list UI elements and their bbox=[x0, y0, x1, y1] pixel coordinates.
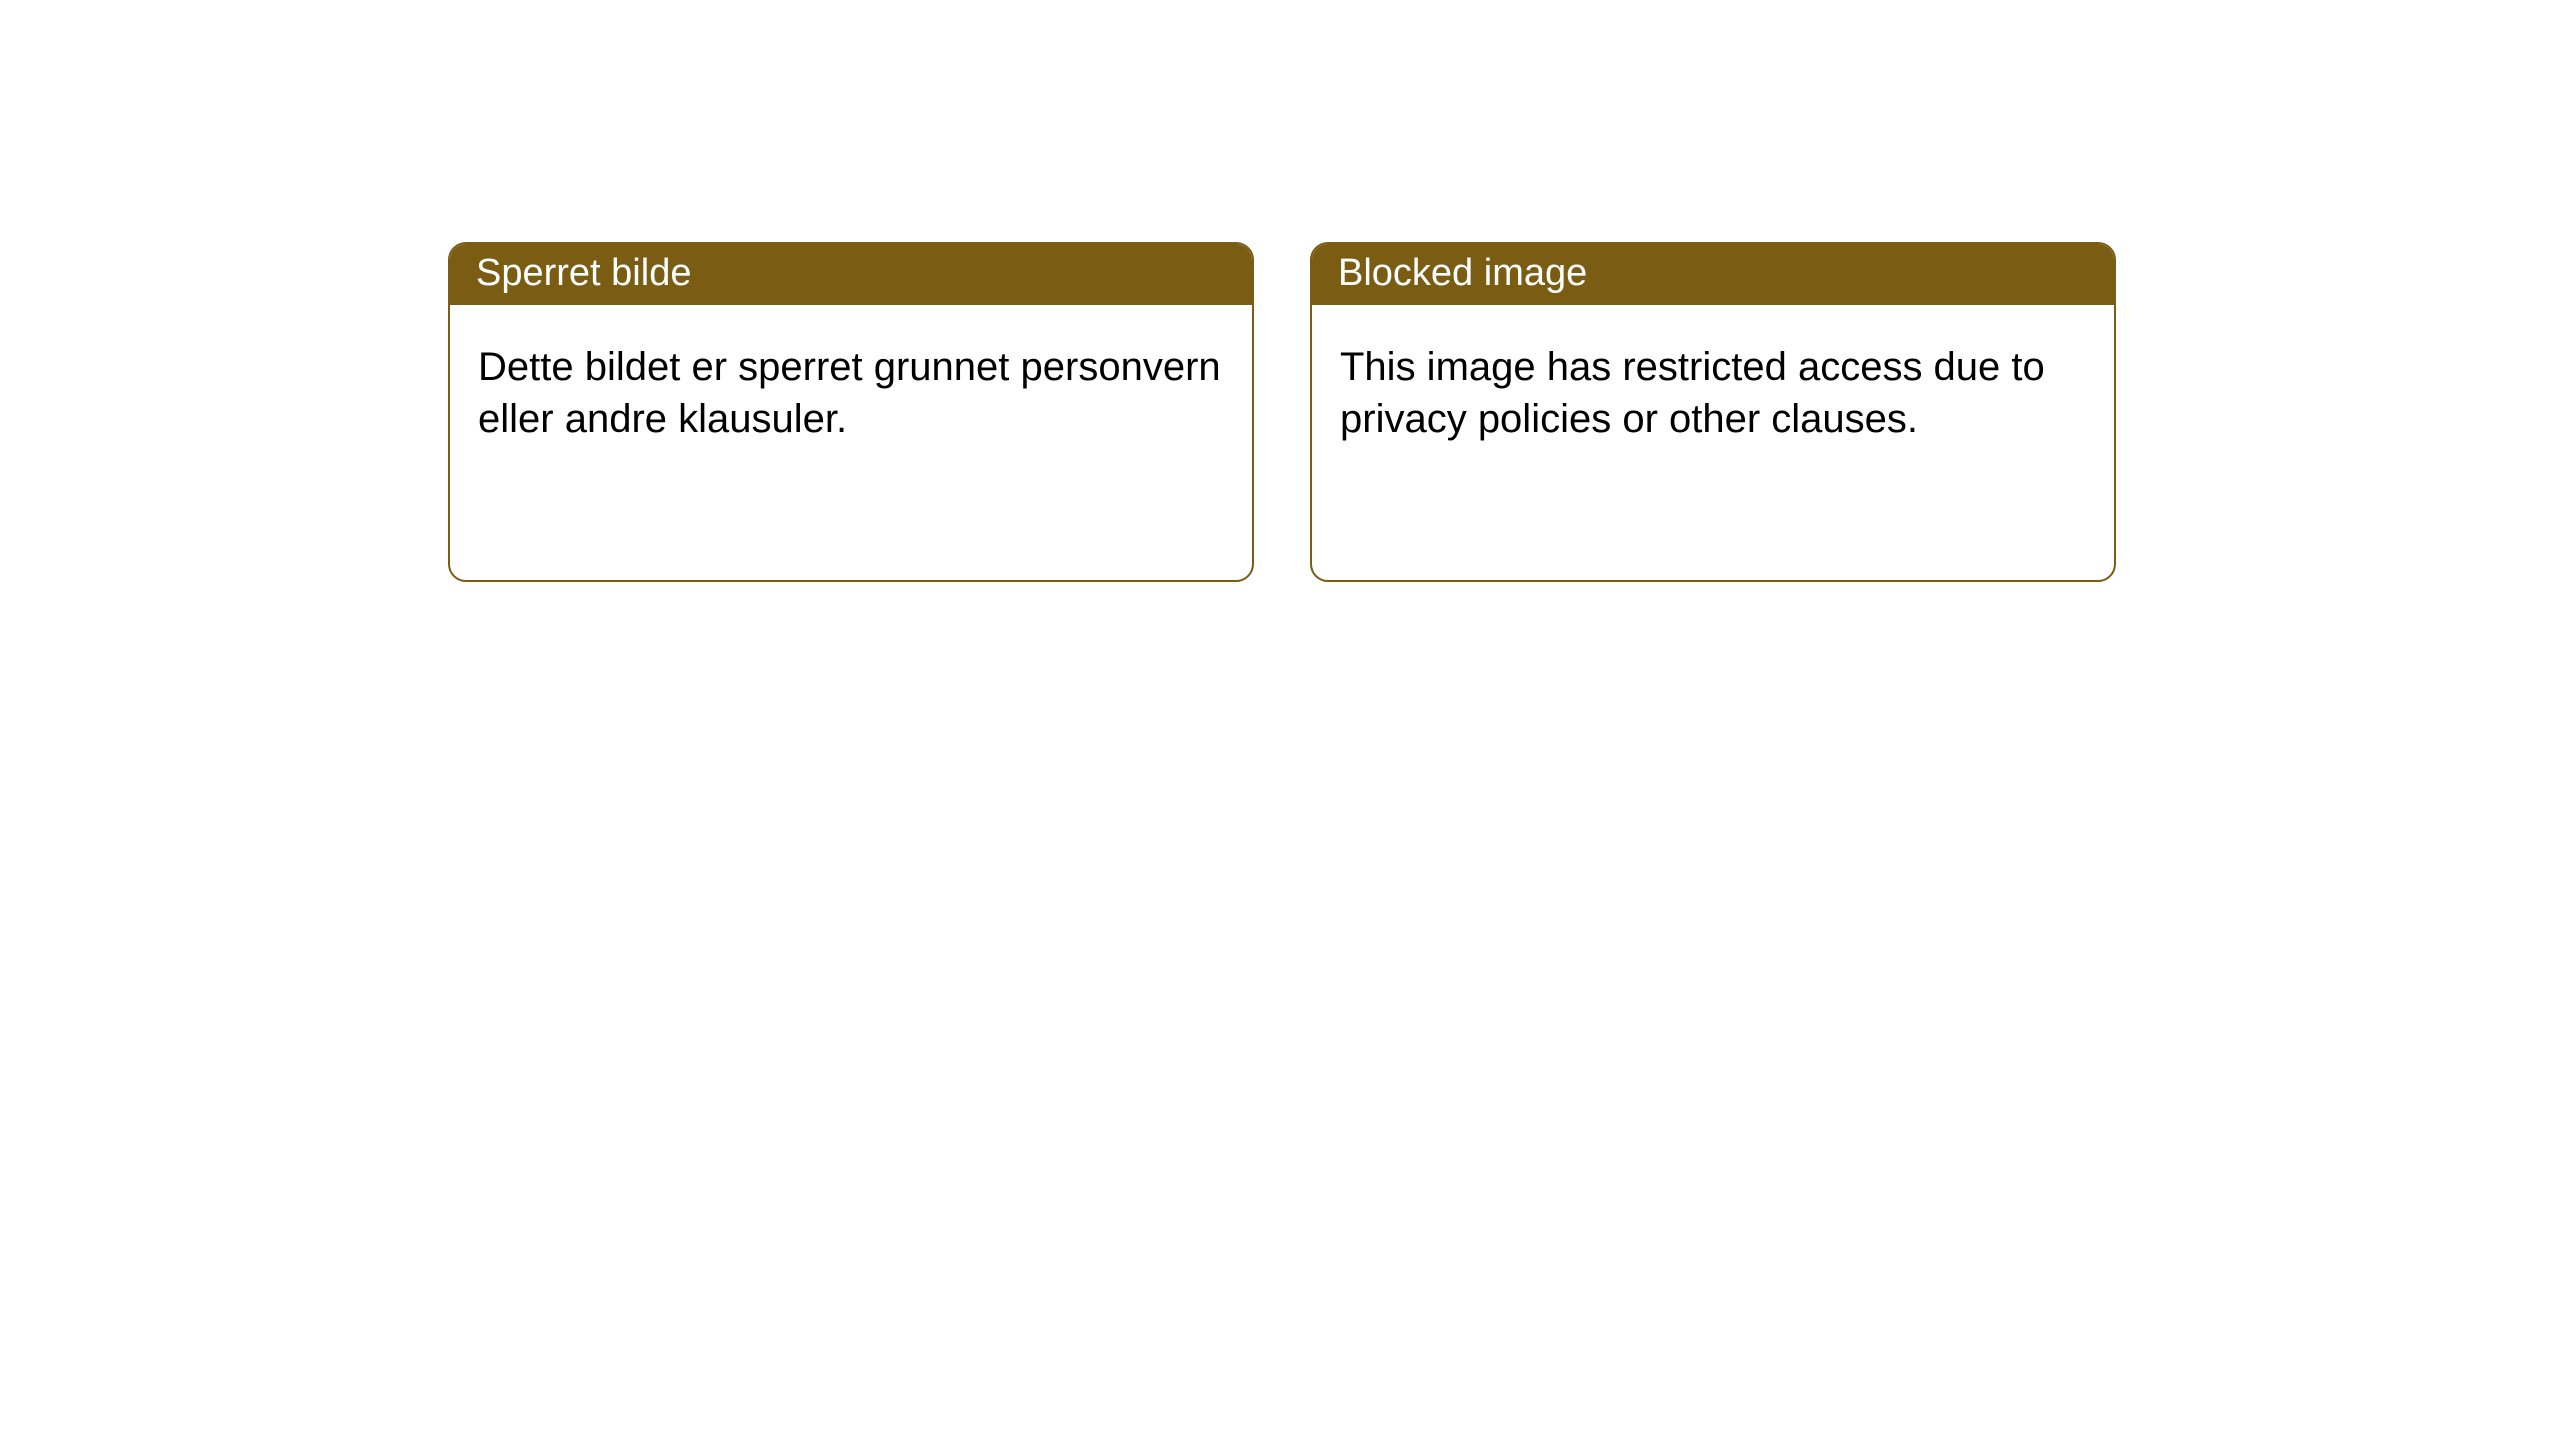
card-message: This image has restricted access due to … bbox=[1340, 345, 2045, 441]
card-title: Sperret bilde bbox=[476, 252, 691, 294]
notice-card-english: Blocked image This image has restricted … bbox=[1310, 242, 2116, 582]
card-header: Sperret bilde bbox=[450, 244, 1252, 305]
card-body: This image has restricted access due to … bbox=[1312, 305, 2114, 481]
card-title: Blocked image bbox=[1338, 252, 1587, 294]
card-header: Blocked image bbox=[1312, 244, 2114, 305]
notice-card-norwegian: Sperret bilde Dette bildet er sperret gr… bbox=[448, 242, 1254, 582]
notice-container: Sperret bilde Dette bildet er sperret gr… bbox=[0, 0, 2560, 582]
card-message: Dette bildet er sperret grunnet personve… bbox=[478, 345, 1221, 441]
card-body: Dette bildet er sperret grunnet personve… bbox=[450, 305, 1252, 481]
